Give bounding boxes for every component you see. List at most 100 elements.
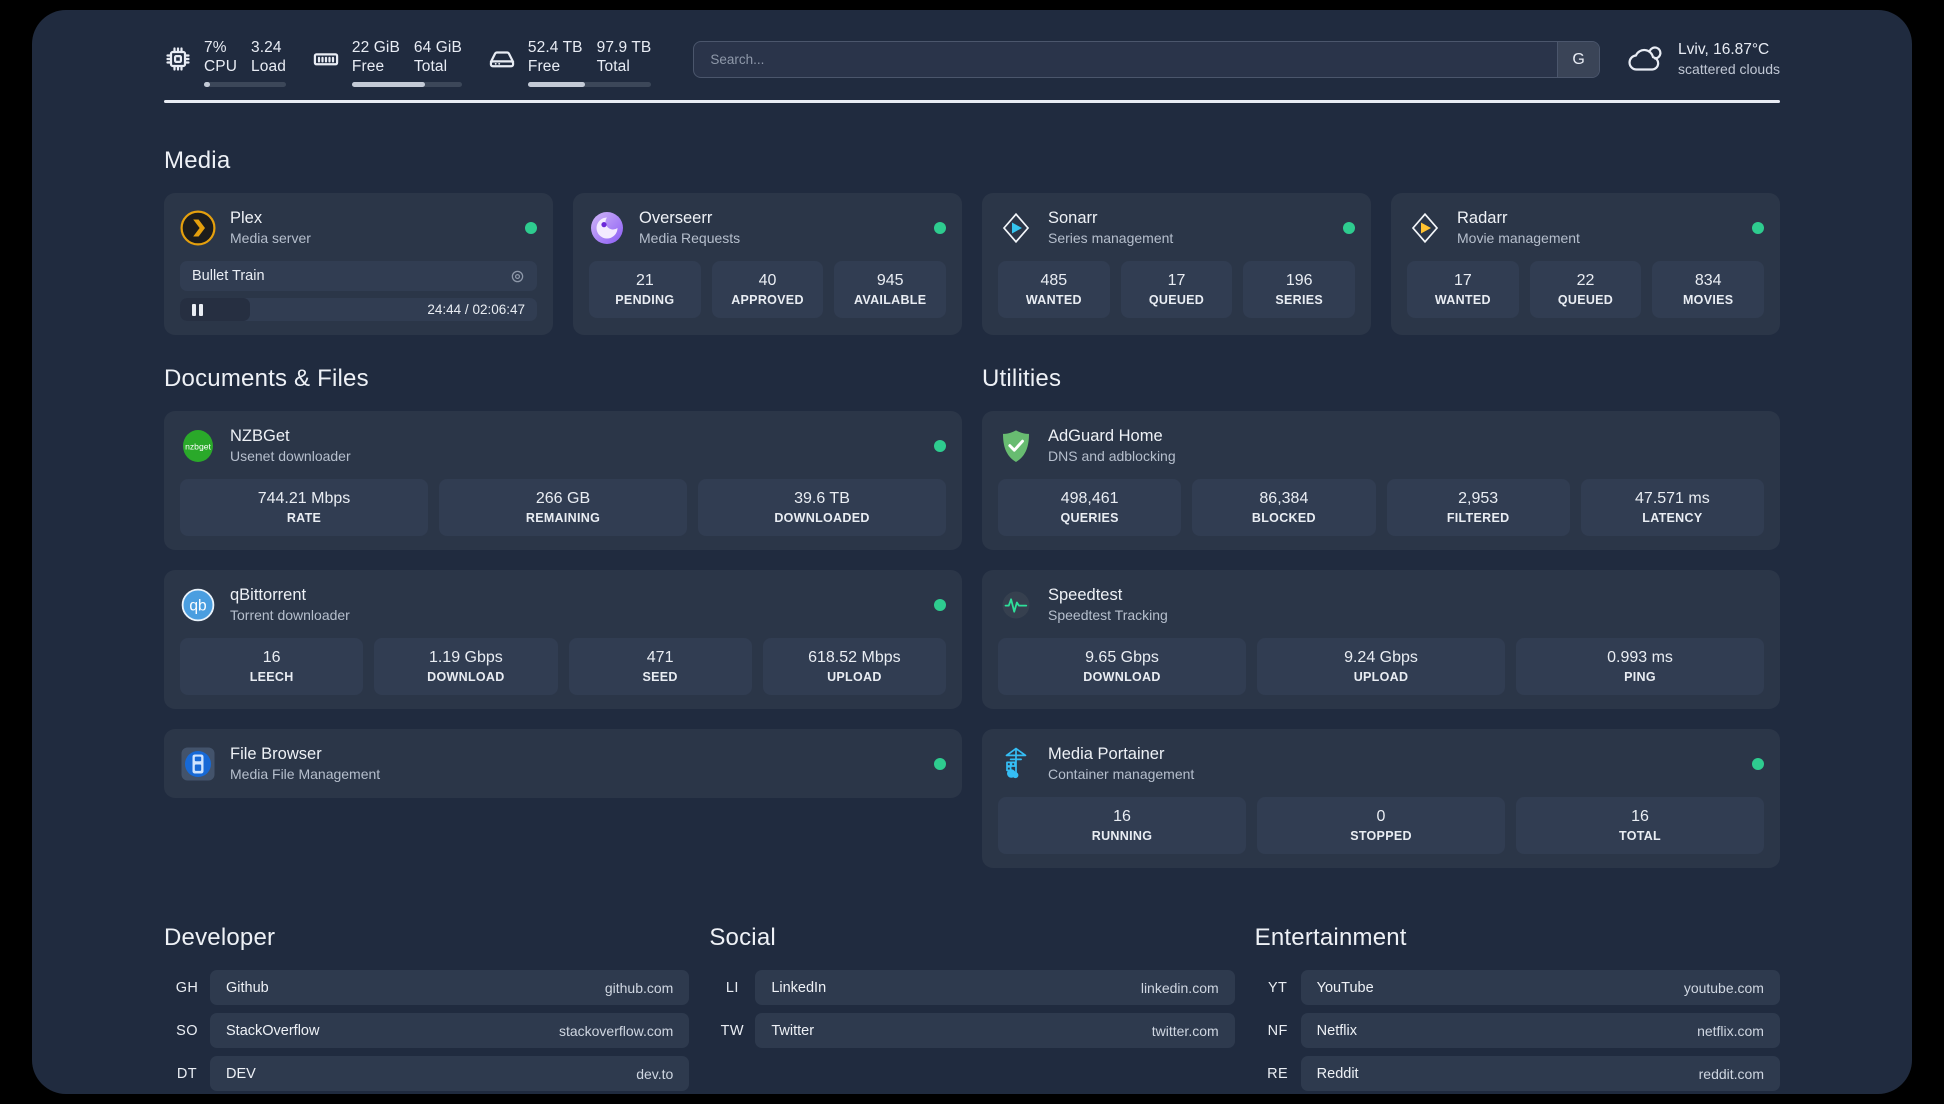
system-stat-value: 52.4 TB	[527, 39, 583, 56]
card-stats-row: 485 WANTED 17 QUEUED 196 SERIES	[998, 261, 1356, 318]
weather-widget: Lviv, 16.87°C scattered clouds	[1626, 40, 1780, 79]
weather-location-temp: Lviv, 16.87°C	[1678, 41, 1770, 58]
system-stat-label: Total	[596, 58, 630, 75]
status-badge	[525, 221, 537, 234]
system-stat-value: 22 GiB	[351, 39, 400, 56]
stat-label: QUERIES	[1060, 511, 1119, 525]
card-title: Plex	[230, 209, 263, 227]
system-stat-value: 7%	[204, 39, 227, 56]
service-card-qbittorrent[interactable]: qb qBittorrent Torrent downloader 16 LEECH 1.…	[164, 570, 962, 709]
search-engine-button[interactable]: G	[1557, 42, 1600, 77]
service-card-radarr[interactable]: Radarr Movie management 17 WANTED 22 QUEUED 83…	[1391, 193, 1780, 335]
card-subtitle: Speedtest Tracking	[1048, 607, 1168, 623]
bookmark-pill[interactable]: DEV dev.to	[210, 1056, 690, 1091]
svg-text:nzbget: nzbget	[185, 441, 211, 451]
stat-label: PING	[1624, 670, 1656, 684]
service-card-media-portainer[interactable]: Media Portainer Container management 16 RUN…	[982, 729, 1780, 868]
bookmark-link-stackoverflow[interactable]: SO StackOverflow stackoverflow.com	[164, 1013, 690, 1048]
system-stat-progress-bar	[204, 82, 286, 87]
stat-label: LATENCY	[1642, 511, 1703, 525]
bookmark-link-github[interactable]: GH Github github.com	[164, 970, 690, 1005]
stat-filtered: 2,953 FILTERED	[1386, 479, 1570, 536]
stat-value: 39.6 TB	[794, 490, 850, 507]
stat-wanted: 17 WANTED	[1407, 261, 1519, 318]
bookmark-group-developer: Developer GH Github github.com SO StackOverfl…	[164, 924, 690, 1091]
service-card-speedtest[interactable]: Speedtest Speedtest Tracking 9.65 Gbps DOWN…	[982, 570, 1780, 709]
card-subtitle: Media File Management	[230, 766, 381, 782]
bookmark-link-youtube[interactable]: YT YouTube youtube.com	[1255, 970, 1780, 1005]
bookmark-pill[interactable]: Reddit reddit.com	[1300, 1056, 1780, 1091]
service-card-overseerr[interactable]: Overseerr Media Requests 21 PENDING 40 APPROV…	[573, 193, 962, 335]
stat-label: SERIES	[1275, 293, 1323, 307]
bookmark-pill[interactable]: StackOverflow stackoverflow.com	[210, 1013, 690, 1048]
status-badge	[1752, 757, 1764, 770]
system-stat-label: Free	[527, 58, 561, 75]
media-card-grid: Plex Media server Bullet Train 24:44 / 02:0…	[164, 193, 1780, 335]
bookmarks-section: Developer GH Github github.com SO StackOverfl…	[164, 924, 1780, 1091]
stat-upload: 9.24 Gbps UPLOAD	[1257, 638, 1505, 695]
stat-value: 86,384	[1259, 490, 1309, 507]
card-subtitle: Media server	[230, 230, 311, 246]
card-stats-row: 16 LEECH 1.19 Gbps DOWNLOAD 471 SEED 618.52 Mb…	[180, 638, 946, 695]
bookmark-group-social: Social LI LinkedIn linkedin.com TW Twitter twi…	[709, 924, 1235, 1091]
card-header: Speedtest Speedtest Tracking	[998, 584, 1764, 625]
stat-label: PENDING	[615, 293, 675, 307]
service-card-nzbget[interactable]: nzbget NZBGet Usenet downloader 744.21 Mbps…	[164, 411, 962, 550]
gear-icon[interactable]	[510, 269, 525, 284]
card-title: qBittorrent	[230, 586, 307, 604]
bookmark-url: stackoverflow.com	[558, 1022, 674, 1039]
system-stat-memory: 22 GiB Free 64 GiB Total	[312, 38, 462, 87]
speedtest-icon	[998, 587, 1034, 623]
stat-value: 945	[876, 272, 904, 289]
bookmark-link-netflix[interactable]: NF Netflix netflix.com	[1255, 1013, 1780, 1048]
bookmark-url: linkedin.com	[1140, 979, 1219, 996]
sonarr-icon	[998, 210, 1034, 246]
bookmark-pill[interactable]: YouTube youtube.com	[1300, 970, 1780, 1005]
stat-value: 0.993 ms	[1607, 649, 1673, 666]
service-card-adguard-home[interactable]: AdGuard Home DNS and adblocking 498,461 QUE…	[982, 411, 1780, 550]
bookmark-name: LinkedIn	[771, 979, 827, 996]
search-input[interactable]	[694, 42, 1558, 77]
bookmark-link-reddit[interactable]: RE Reddit reddit.com	[1255, 1056, 1780, 1091]
bookmark-pill[interactable]: Netflix netflix.com	[1300, 1013, 1780, 1048]
bookmark-link-linkedin[interactable]: LI LinkedIn linkedin.com	[709, 970, 1235, 1005]
stat-latency: 47.571 ms LATENCY	[1580, 479, 1764, 536]
bookmark-abbr: GH	[175, 979, 199, 996]
bookmark-link-dev[interactable]: DT DEV dev.to	[164, 1056, 690, 1091]
now-playing-progress[interactable]: 24:44 / 02:06:47	[180, 298, 537, 321]
now-playing-title: Bullet Train	[192, 268, 265, 284]
bookmark-pill[interactable]: LinkedIn linkedin.com	[755, 970, 1235, 1005]
stat-remaining: 266 GB REMAINING	[439, 479, 687, 536]
card-header: Sonarr Series management	[998, 207, 1355, 248]
pause-icon[interactable]	[192, 303, 203, 316]
search-bar[interactable]: G	[693, 41, 1601, 78]
bookmark-pill[interactable]: Github github.com	[210, 970, 690, 1005]
weather-description: scattered clouds	[1678, 61, 1780, 77]
service-card-filebrowser[interactable]: File Browser Media File Management	[164, 729, 962, 798]
dashboard-window: 7% CPU 3.24 Load 22 GiB Free 64 GiB Total 52.4 T…	[32, 10, 1912, 1094]
stat-series: 196 SERIES	[1243, 261, 1356, 318]
bookmark-link-twitter[interactable]: TW Twitter twitter.com	[709, 1013, 1235, 1048]
card-header: Overseerr Media Requests	[589, 207, 946, 248]
card-title: Media Portainer	[1048, 745, 1165, 763]
stat-download: 9.65 Gbps DOWNLOAD	[998, 638, 1246, 695]
stat-available: 945 AVAILABLE	[834, 261, 947, 318]
stat-label: RUNNING	[1091, 829, 1153, 843]
bookmark-abbr: YT	[1267, 979, 1288, 996]
section-title-documents: Documents & Files	[164, 365, 369, 392]
card-header: Plex Media server	[180, 207, 537, 248]
stat-value: 0	[1376, 808, 1386, 825]
scattered-clouds-icon	[1626, 43, 1664, 77]
service-card-sonarr[interactable]: Sonarr Series management 485 WANTED 17 QUEUED…	[982, 193, 1371, 335]
stat-leech: 16 LEECH	[180, 638, 364, 695]
stat-queries: 498,461 QUERIES	[998, 479, 1182, 536]
system-stat-cpu: 7% CPU 3.24 Load	[164, 38, 286, 87]
service-card-plex[interactable]: Plex Media server Bullet Train 24:44 / 02:0…	[164, 193, 553, 335]
stat-value: 485	[1040, 272, 1068, 289]
card-subtitle: Container management	[1048, 766, 1195, 782]
bookmark-pill[interactable]: Twitter twitter.com	[755, 1013, 1235, 1048]
bookmark-url: netflix.com	[1697, 1022, 1764, 1039]
adguard-icon	[998, 428, 1034, 464]
card-header: nzbget NZBGet Usenet downloader	[180, 425, 946, 466]
documents-section: Documents & Files nzbget NZBGet Usenet dow…	[164, 365, 962, 868]
